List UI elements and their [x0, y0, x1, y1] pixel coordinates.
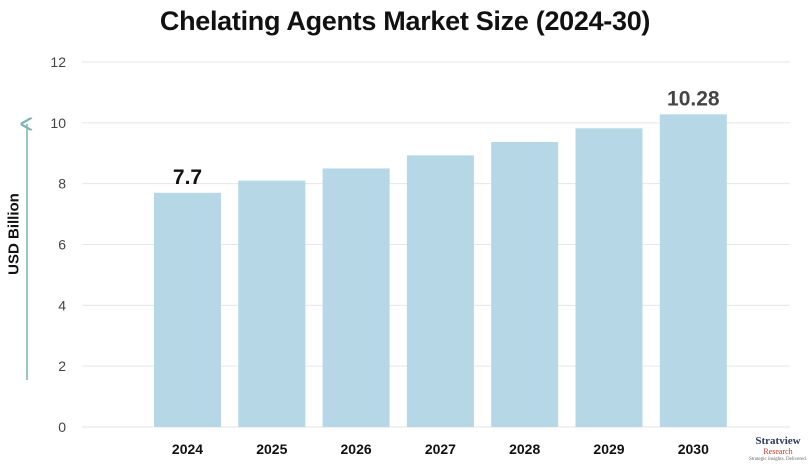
x-tick-2028: 2028 [509, 441, 540, 457]
logo-tagline: Strategic insights. Delivered. [748, 457, 808, 462]
logo-name: Stratview [755, 435, 801, 447]
bar-2028 [491, 141, 559, 427]
x-tick-2026: 2026 [341, 441, 372, 457]
bar-2030 [659, 114, 727, 428]
x-tick-2025: 2025 [256, 441, 287, 457]
x-tick-2024: 2024 [172, 441, 203, 457]
data-label-2030: 10.28 [667, 87, 720, 110]
y-tick-0: 0 [58, 419, 66, 435]
x-tick-2030: 2030 [678, 441, 709, 457]
chart-title: Chelating Agents Market Size (2024-30) [159, 6, 651, 36]
logo-sub: Research [763, 447, 793, 456]
y-tick-12: 12 [50, 54, 66, 70]
x-tick-2029: 2029 [593, 441, 624, 457]
stratview-logo: Stratview Research Strategic insights. D… [748, 435, 808, 463]
y-tick-2: 2 [58, 358, 66, 374]
bar-2029 [575, 128, 643, 427]
y-tick-6: 6 [58, 237, 66, 253]
bar-2027 [406, 155, 474, 428]
y-tick-4: 4 [58, 297, 66, 313]
bar-2024 [154, 192, 221, 427]
bar-2025 [238, 180, 306, 427]
y-tick-8: 8 [58, 176, 66, 192]
bar-2026 [322, 168, 390, 428]
y-tick-10: 10 [50, 115, 66, 131]
data-label-2024: 7.7 [173, 166, 202, 189]
x-tick-2027: 2027 [425, 441, 456, 457]
